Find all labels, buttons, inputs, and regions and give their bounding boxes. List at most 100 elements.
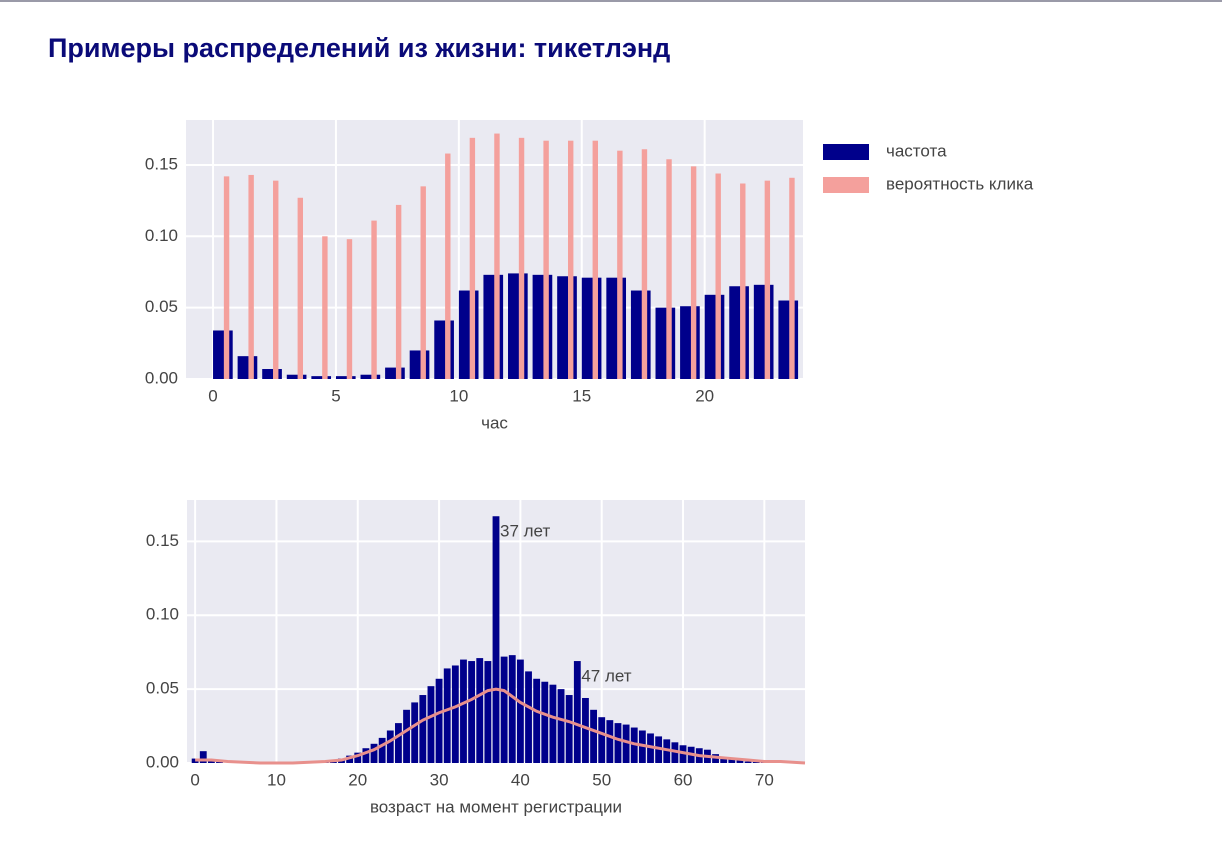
histogram-bar [443,668,451,763]
bar [420,186,426,379]
bar [606,277,627,379]
bar [469,137,476,379]
histogram-bar [411,702,419,763]
x-tick-label: 5 [331,386,340,405]
bar [690,166,697,379]
bar [655,307,676,379]
bar [567,140,574,379]
x-tick-label: 60 [674,770,693,789]
histogram-bar [557,689,565,763]
y-tick-label: 0.15 [146,531,179,550]
bar [311,376,332,379]
legend-swatch [823,177,869,193]
bar [508,273,528,379]
histogram-bar [736,760,744,763]
bar [346,239,353,379]
y-tick-label: 0.00 [145,368,178,387]
bar [445,153,451,379]
y-tick-label: 0.05 [146,679,179,698]
bar [753,284,774,379]
histogram-bar [744,761,752,763]
bar [641,149,648,379]
bar [458,290,479,379]
histogram-bar [492,516,500,763]
histogram-bar [508,655,516,763]
histogram-bar [362,748,370,763]
bar [322,236,328,379]
histogram-bar [533,678,541,763]
density-line [195,687,806,765]
bar [262,369,282,379]
x-tick-label: 30 [430,770,449,789]
bar [532,274,553,379]
bar [360,374,381,379]
histogram-bar [476,658,484,763]
annotation: 47 лет [581,667,631,686]
histogram-bar [614,723,622,763]
bar [518,137,525,379]
histogram-bar [395,723,402,763]
histogram-bar [728,758,736,763]
histogram-bar [720,757,728,763]
histogram-bar [606,720,614,763]
histogram-bar [199,751,207,763]
histogram-bar [427,686,435,763]
bar [297,197,304,379]
x-tick-label: 15 [572,386,591,405]
bar [273,180,279,379]
legend-swatch [823,144,869,160]
histogram-bar [549,684,557,763]
x-tick-label: 0 [208,386,217,405]
bar [740,183,746,379]
bar [286,374,307,379]
y-tick-label: 0.05 [145,297,178,316]
bar [385,367,405,379]
histogram-bar [191,758,199,763]
x-axis-label: час [481,413,508,432]
bar [213,330,233,379]
histogram-bar [468,661,476,763]
bar [557,276,577,379]
bar [630,290,651,379]
histogram-bar [484,661,492,763]
histogram-bar [525,671,532,763]
histogram-bar [354,752,362,763]
bar [223,176,230,379]
histogram-bar [370,743,378,763]
bar [335,376,356,379]
bar [704,294,725,379]
x-tick-label: 50 [592,770,611,789]
bar [543,140,549,379]
histogram-bar [460,659,467,763]
bar [409,350,430,379]
bar [789,177,795,379]
histogram-bar [598,717,606,763]
bar [237,356,258,379]
bar [778,300,799,379]
histogram-bar [403,709,410,763]
x-tick-label: 70 [755,770,774,789]
histogram-bar [451,665,459,763]
bar [395,204,402,379]
y-tick-label: 0.10 [146,605,179,624]
bar [248,174,254,379]
histogram-bar [378,737,386,763]
x-tick-label: 0 [190,770,199,789]
legend-label: частота [886,141,947,160]
histogram-bar [516,659,524,763]
slide-title: Примеры распределений из жизни: тикетлэн… [48,33,670,63]
x-axis-label: возраст на момент регистрации [370,797,622,816]
bar [666,159,672,379]
x-tick-label: 10 [449,386,468,405]
bar [494,133,500,379]
histogram-bar [419,695,427,763]
x-tick-label: 20 [348,770,367,789]
bar [680,306,700,379]
x-tick-label: 10 [267,770,286,789]
histogram-bar [573,661,581,763]
bar [764,180,771,379]
bar [371,220,377,379]
histogram-bar [386,730,394,763]
y-tick-label: 0.00 [146,752,179,771]
